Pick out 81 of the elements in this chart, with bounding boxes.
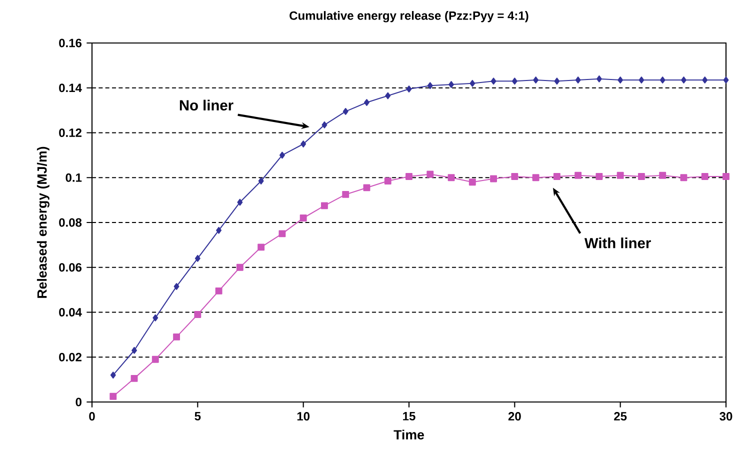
- x-tick-label: 5: [194, 412, 201, 420]
- point: [342, 190, 350, 198]
- point: [659, 172, 666, 179]
- point: [618, 76, 624, 84]
- x-tick-label: 20: [508, 412, 521, 421]
- point: [406, 86, 412, 92]
- chart-title: Cumulative energy release (Pzz:Pyy = 4:1): [290, 11, 528, 22]
- point: [258, 244, 265, 251]
- point: [406, 173, 412, 180]
- point: [132, 346, 138, 354]
- y-tick-label: 0.14: [59, 84, 82, 92]
- point: [616, 172, 624, 179]
- y-tick-label: 0.12: [59, 128, 82, 138]
- point: [448, 81, 454, 88]
- point: [278, 230, 286, 238]
- annotation: With liner: [584, 238, 651, 248]
- point: [680, 174, 688, 182]
- point: [575, 76, 581, 84]
- point: [300, 140, 306, 148]
- point: [638, 76, 644, 84]
- point: [173, 333, 180, 340]
- point: [512, 78, 518, 85]
- point: [236, 264, 244, 271]
- y-tick-label: 0.02: [59, 352, 82, 362]
- point: [152, 314, 158, 322]
- point: [553, 173, 560, 180]
- point: [596, 173, 603, 180]
- point: [660, 76, 666, 84]
- point: [215, 287, 222, 294]
- point: [702, 76, 708, 84]
- point: [532, 174, 540, 182]
- point: [342, 108, 348, 115]
- y-axis-title: Released energy (MJ/m): [36, 146, 50, 298]
- point: [722, 173, 730, 180]
- point: [490, 78, 496, 85]
- point: [110, 372, 116, 379]
- point: [384, 178, 392, 184]
- point: [426, 170, 434, 178]
- x-tick-label: 0: [89, 412, 95, 421]
- point: [511, 173, 518, 180]
- point: [364, 98, 370, 106]
- point: [279, 152, 285, 159]
- point: [427, 82, 433, 90]
- point: [680, 76, 686, 84]
- point: [237, 198, 243, 206]
- point: [110, 392, 117, 400]
- point: [258, 178, 264, 184]
- y-tick-label: 0.16: [59, 38, 82, 48]
- y-tick-label: 0.08: [59, 218, 82, 227]
- point: [470, 80, 476, 87]
- point: [216, 226, 222, 234]
- x-axis-title: Time: [394, 430, 424, 440]
- y-tick-label: 0.04: [59, 308, 82, 317]
- annotation: No liner: [180, 100, 234, 111]
- point: [701, 173, 708, 180]
- point: [596, 75, 602, 82]
- point: [194, 311, 202, 318]
- point: [300, 214, 307, 222]
- point: [638, 173, 645, 180]
- point: [554, 78, 560, 85]
- point: [152, 356, 159, 363]
- x-tick-label: 15: [403, 412, 416, 420]
- point: [468, 178, 476, 186]
- point: [385, 92, 391, 100]
- point: [574, 172, 582, 179]
- y-tick-label: 0.06: [59, 263, 82, 272]
- x-tick-label: 30: [720, 412, 732, 421]
- x-tick-label: 10: [297, 412, 310, 421]
- point: [448, 174, 455, 182]
- point: [322, 121, 328, 128]
- point: [194, 254, 200, 262]
- point: [130, 374, 138, 382]
- point: [174, 282, 180, 290]
- point: [490, 175, 497, 182]
- point: [533, 76, 539, 84]
- point: [723, 76, 729, 84]
- x-tick-label: 25: [614, 412, 627, 421]
- y-tick-label: 0: [76, 398, 82, 406]
- point: [320, 202, 328, 210]
- y-tick-label: 0.1: [66, 173, 82, 182]
- point: [363, 184, 370, 192]
